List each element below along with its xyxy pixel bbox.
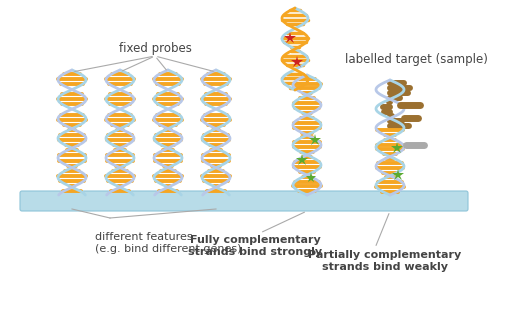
Text: different features
(e.g. bind different genes): different features (e.g. bind different …: [95, 232, 242, 254]
Text: fixed probes: fixed probes: [119, 42, 192, 55]
Text: labelled target (sample): labelled target (sample): [345, 54, 488, 66]
FancyBboxPatch shape: [20, 191, 468, 211]
Text: Fully complementary
strands bind strongly: Fully complementary strands bind strongl…: [188, 235, 322, 257]
Text: Partially complementary
strands bind weakly: Partially complementary strands bind wea…: [309, 250, 462, 272]
